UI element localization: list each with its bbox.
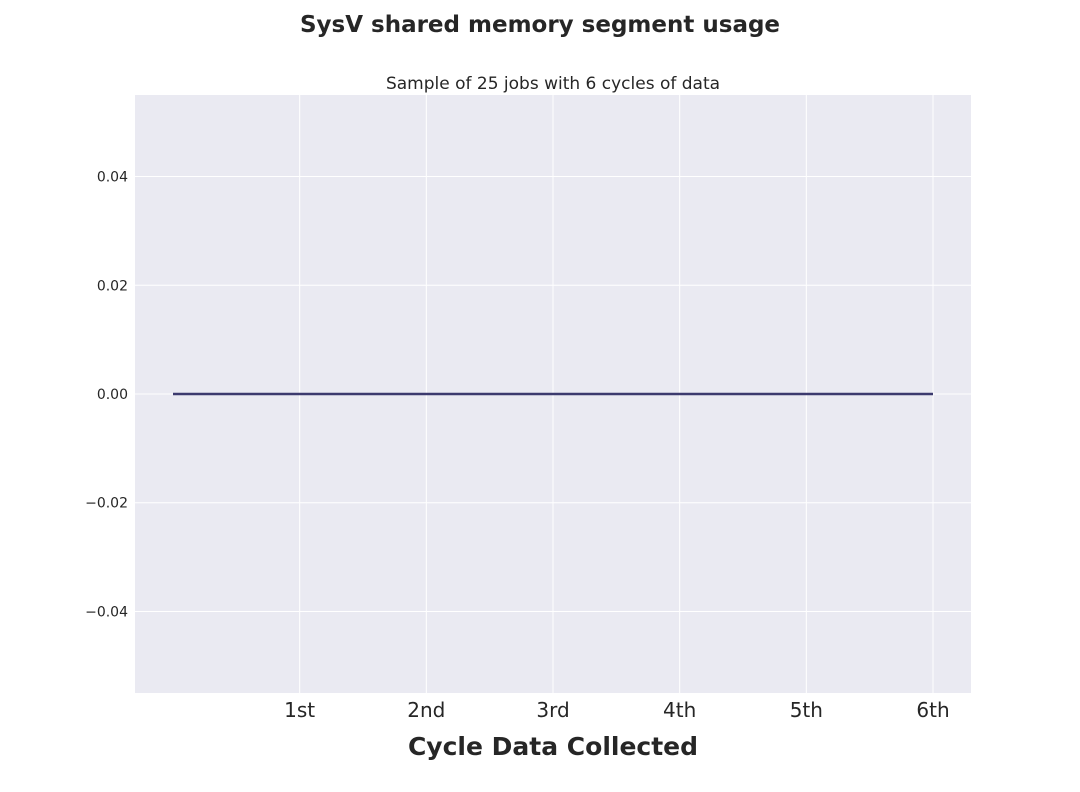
y-tick-label: −0.02	[85, 496, 128, 512]
x-tick-label: 6th	[916, 698, 949, 722]
x-tick-labels: 1st 2nd 3rd 4th 5th 6th	[284, 698, 949, 722]
x-tick-label: 4th	[663, 698, 696, 722]
y-tick-label: −0.04	[85, 604, 128, 620]
chart-subtitle: Sample of 25 jobs with 6 cycles of data	[386, 74, 720, 94]
y-tick-label: 0.04	[97, 170, 128, 186]
chart-title: SysV shared memory segment usage	[299, 12, 781, 38]
x-tick-label: 3rd	[536, 698, 569, 722]
x-tick-label: 1st	[284, 698, 315, 722]
y-tick-label: 0.00	[97, 387, 128, 403]
x-tick-label: 5th	[790, 698, 823, 722]
y-tick-label: 0.02	[97, 278, 128, 294]
y-tick-labels: −0.04 −0.02 0.00 0.02 0.04	[85, 170, 128, 621]
x-axis-label: Cycle Data Collected	[408, 732, 698, 761]
x-tick-label: 2nd	[407, 698, 445, 722]
